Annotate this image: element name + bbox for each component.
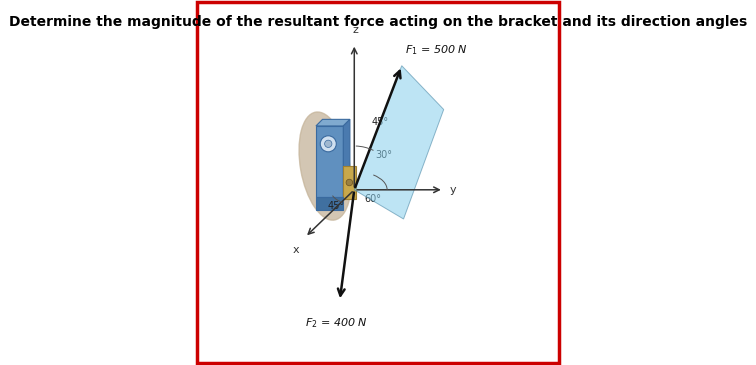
Polygon shape <box>316 126 343 197</box>
Circle shape <box>321 136 336 152</box>
Polygon shape <box>343 119 350 197</box>
Text: 30°: 30° <box>375 150 392 160</box>
Text: Determine the magnitude of the resultant force acting on the bracket and its dir: Determine the magnitude of the resultant… <box>9 15 747 28</box>
Text: 60°: 60° <box>364 194 381 204</box>
Circle shape <box>324 140 332 147</box>
Circle shape <box>346 179 352 186</box>
Text: 45°: 45° <box>327 201 345 211</box>
Ellipse shape <box>299 112 351 220</box>
Text: z: z <box>352 25 358 35</box>
Polygon shape <box>355 66 444 219</box>
Polygon shape <box>342 166 356 199</box>
Text: $F_1$ = 500 N: $F_1$ = 500 N <box>405 43 468 57</box>
Polygon shape <box>316 197 343 210</box>
Text: x: x <box>293 245 299 254</box>
Text: $F_2$ = 400 N: $F_2$ = 400 N <box>305 316 367 330</box>
Polygon shape <box>316 119 350 126</box>
Text: 45°: 45° <box>371 117 389 127</box>
Text: y: y <box>449 185 456 195</box>
